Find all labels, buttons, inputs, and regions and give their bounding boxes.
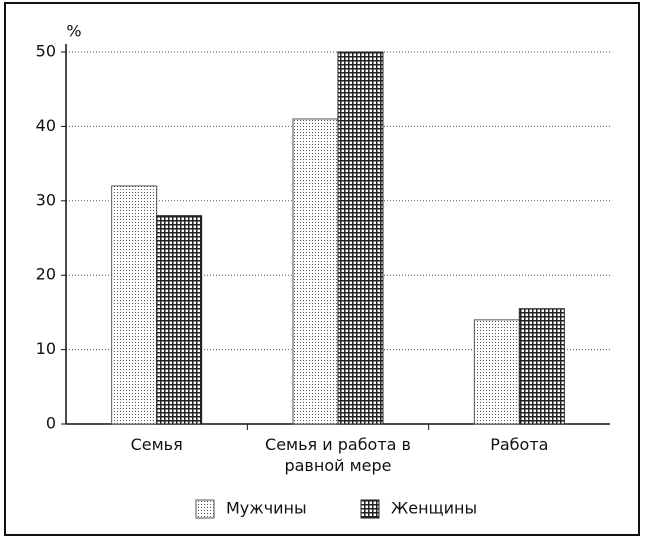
x-tick-label: Работа — [490, 435, 549, 454]
x-tick-label: Семья и работа в равной мере — [265, 435, 411, 475]
bar — [111, 185, 158, 425]
legend-label: Мужчины — [226, 499, 307, 518]
legend-swatch — [195, 499, 215, 519]
bar — [337, 51, 384, 425]
bar — [156, 215, 203, 425]
y-tick-label: 50 — [36, 42, 56, 61]
y-axis-label: % — [66, 22, 81, 41]
y-tick-label: 10 — [36, 339, 56, 358]
frame — [4, 2, 640, 536]
x-tick-label: Семья — [130, 435, 183, 454]
bar — [473, 319, 520, 425]
y-tick-label: 40 — [36, 116, 56, 135]
legend-swatch — [360, 499, 380, 519]
legend-label: Женщины — [391, 499, 477, 518]
y-tick-label: 0 — [46, 414, 56, 433]
bar — [292, 118, 339, 425]
y-tick-label: 30 — [36, 190, 56, 209]
y-tick-label: 20 — [36, 265, 56, 284]
bar — [518, 308, 565, 425]
